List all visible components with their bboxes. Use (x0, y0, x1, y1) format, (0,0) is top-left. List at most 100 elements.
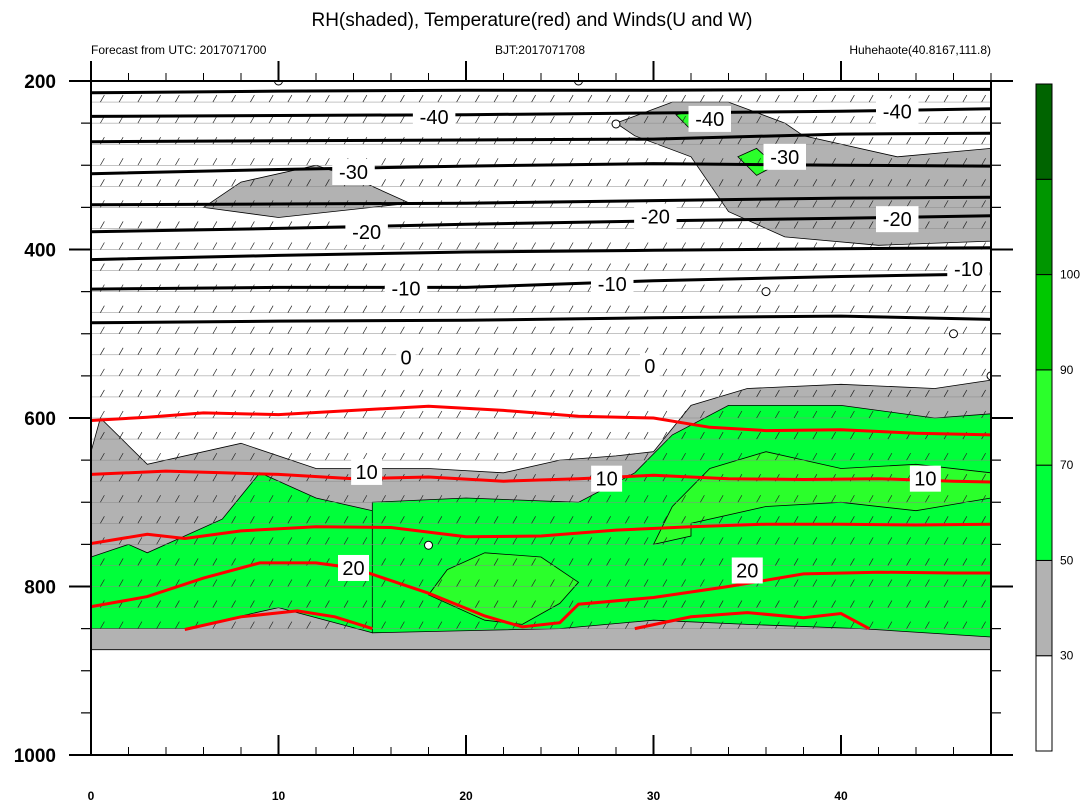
wind-barb (100, 495, 105, 503)
wind-barb (550, 81, 551, 82)
wind-barb (981, 537, 986, 545)
wind-barb (775, 579, 780, 587)
wind-barb (943, 410, 949, 419)
wind-barb (812, 410, 818, 419)
wind-barb (100, 326, 105, 334)
wind-barb (700, 179, 705, 187)
wind-barb (212, 347, 218, 355)
wind-barb (325, 305, 330, 313)
wind-barb (925, 495, 930, 503)
wind-barb (100, 179, 105, 187)
wind-barb (456, 263, 461, 271)
wind-barb (175, 305, 180, 313)
wind-barb (868, 326, 874, 334)
wind-barb (156, 221, 161, 229)
wind-barb (493, 158, 499, 166)
black-contour-4 (91, 195, 991, 207)
wind-barb (268, 621, 274, 629)
wind-barb (550, 263, 555, 271)
wind-barb (325, 81, 326, 82)
wind-barb (156, 431, 161, 440)
wind-barb (775, 516, 780, 524)
wind-barb (625, 263, 630, 271)
wind-barb (194, 81, 195, 82)
wind-barb (118, 474, 124, 482)
wind-barb (325, 326, 330, 334)
wind-barb (868, 389, 874, 398)
wind-barb (137, 579, 143, 587)
wind-barb (287, 537, 293, 545)
wind-barb (943, 389, 949, 398)
wind-barb (700, 558, 705, 566)
wind-barb (137, 242, 143, 250)
wind-barb (362, 410, 368, 419)
wind-barb (512, 242, 518, 250)
wind-barb (250, 221, 255, 229)
wind-barb (737, 115, 743, 124)
wind-barb (587, 94, 593, 103)
wind-barb (850, 516, 855, 524)
wind-barb (212, 158, 218, 166)
wind-barb (231, 431, 236, 440)
rh-region-0 (202, 164, 412, 218)
wind-barb (850, 579, 855, 587)
wind-barb (793, 558, 799, 566)
wind-barb (475, 558, 480, 566)
wind-barb (493, 537, 499, 545)
wind-barb (531, 179, 536, 187)
black-contours (91, 87, 991, 325)
wind-barb (775, 81, 776, 82)
wind-barb (662, 115, 668, 124)
wind-barb (418, 368, 424, 377)
wind-barb (625, 389, 630, 398)
wind-barb (868, 115, 874, 124)
contour-label-17: 20 (736, 560, 758, 582)
wind-barb (531, 326, 536, 334)
wind-barb (662, 94, 668, 103)
wind-barb (231, 368, 236, 377)
wind-barb (287, 389, 293, 398)
wind-barb (475, 115, 480, 124)
wind-barb (531, 600, 536, 608)
contour-label-box-1 (688, 105, 731, 132)
wind-barb (287, 452, 293, 461)
wind-barb (118, 242, 124, 250)
contour-label-15: 10 (914, 469, 936, 491)
wind-barb (325, 621, 330, 629)
wind-barb (456, 579, 461, 587)
wind-barb (137, 558, 143, 566)
wind-barb (812, 368, 818, 377)
wind-barb (887, 305, 893, 313)
wind-barb (662, 558, 668, 566)
wind-barb (306, 326, 311, 334)
left-string: Forecast from UTC: 2017071700 (91, 43, 267, 57)
temperature-contour-4 (184, 609, 373, 631)
wind-barb (681, 115, 686, 124)
wind-barb (156, 495, 161, 503)
wind-barb (531, 115, 536, 124)
wind-barb (362, 305, 368, 313)
wind-barb (868, 137, 874, 145)
wind-barb (756, 452, 761, 461)
wind-barb (906, 263, 911, 271)
wind-barb (437, 263, 443, 271)
wind-barb (718, 537, 724, 545)
wind-barb (212, 94, 218, 103)
wind-barb (343, 347, 349, 355)
wind-barb (887, 326, 893, 334)
wind-barb (531, 495, 536, 503)
wind-barb (381, 263, 386, 271)
wind-barb (400, 410, 405, 419)
wind-barb (718, 452, 724, 461)
contour-label-10: -10 (954, 259, 983, 281)
wind-barb (606, 537, 611, 545)
wind-barb (531, 558, 536, 566)
wind-barb (700, 452, 705, 461)
wind-barb (475, 495, 480, 503)
wind-barb (700, 579, 705, 587)
wind-barb (118, 221, 124, 229)
wind-barb (981, 200, 986, 208)
wind-barb (587, 242, 593, 250)
wind-barb (925, 305, 930, 313)
wind-barb (981, 452, 986, 461)
